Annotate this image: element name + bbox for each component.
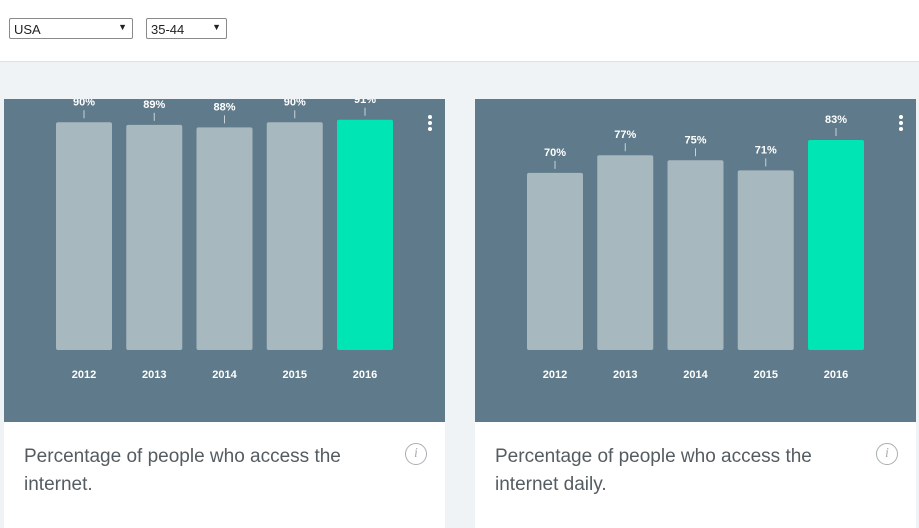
age-group-select[interactable]: 35-44 ▼: [146, 18, 227, 39]
bar-2016[interactable]: [808, 140, 864, 350]
bar-chart: 90% 2012 89% 2013 88% 2014 90% 2015 91% 2016: [56, 99, 393, 381]
x-tick-label-2013: 2013: [142, 369, 166, 381]
chart-card-internet-daily: 70% 2012 77% 2013 75% 2014 71% 2015 83% 2016 Perc…: [475, 99, 916, 528]
x-tick-label-2015: 2015: [283, 369, 307, 381]
value-label-2016: 91%: [354, 99, 376, 106]
chart-panel: 70% 2012 77% 2013 75% 2014 71% 2015 83% 2016: [475, 99, 916, 422]
chevron-down-icon: ▼: [118, 22, 127, 32]
x-tick-label-2016: 2016: [353, 369, 377, 381]
value-label-2013: 89%: [143, 99, 165, 111]
info-icon[interactable]: i: [405, 443, 427, 465]
country-select-value: USA: [14, 22, 41, 37]
chart-caption: Percentage of people who access the inte…: [24, 446, 341, 495]
bar-2015[interactable]: [266, 122, 323, 350]
bar-2014[interactable]: [196, 127, 253, 350]
info-icon[interactable]: i: [876, 443, 898, 465]
chart-panel: 90% 2012 89% 2013 88% 2014 90% 2015 91% 2016: [4, 99, 445, 422]
value-label-2012: 90%: [73, 99, 95, 108]
x-tick-label-2012: 2012: [543, 369, 567, 381]
x-tick-label-2012: 2012: [72, 369, 96, 381]
more-vert-icon[interactable]: [427, 115, 433, 133]
bar-chart: 70% 2012 77% 2013 75% 2014 71% 2015 83% 2016: [527, 114, 864, 381]
bar-2012[interactable]: [56, 122, 112, 350]
value-label-2012: 70%: [544, 147, 566, 159]
more-vert-icon[interactable]: [898, 115, 904, 133]
country-select[interactable]: USA ▼: [9, 18, 133, 39]
chart-caption: Percentage of people who access the inte…: [495, 446, 812, 495]
x-tick-label-2014: 2014: [683, 369, 708, 381]
value-label-2014: 88%: [213, 101, 235, 113]
value-label-2015: 71%: [755, 144, 777, 156]
value-label-2016: 83%: [825, 114, 847, 126]
x-tick-label-2016: 2016: [824, 369, 848, 381]
chevron-down-icon: ▼: [212, 22, 221, 32]
value-label-2015: 90%: [284, 99, 306, 108]
bar-2014[interactable]: [667, 160, 724, 350]
age-group-select-value: 35-44: [151, 22, 185, 37]
x-tick-label-2014: 2014: [212, 369, 237, 381]
bar-2013[interactable]: [597, 155, 654, 350]
value-label-2014: 75%: [684, 134, 706, 146]
bar-2015[interactable]: [737, 170, 794, 350]
x-tick-label-2013: 2013: [613, 369, 637, 381]
x-tick-label-2015: 2015: [754, 369, 778, 381]
value-label-2013: 77%: [614, 129, 636, 141]
chart-card-internet-access: 90% 2012 89% 2013 88% 2014 90% 2015 91% 2016 Perc…: [4, 99, 445, 528]
filter-bar: USA ▼ 35-44 ▼: [0, 0, 919, 62]
bar-2012[interactable]: [527, 172, 583, 350]
bar-2016[interactable]: [337, 119, 393, 350]
bar-2013[interactable]: [126, 124, 183, 350]
